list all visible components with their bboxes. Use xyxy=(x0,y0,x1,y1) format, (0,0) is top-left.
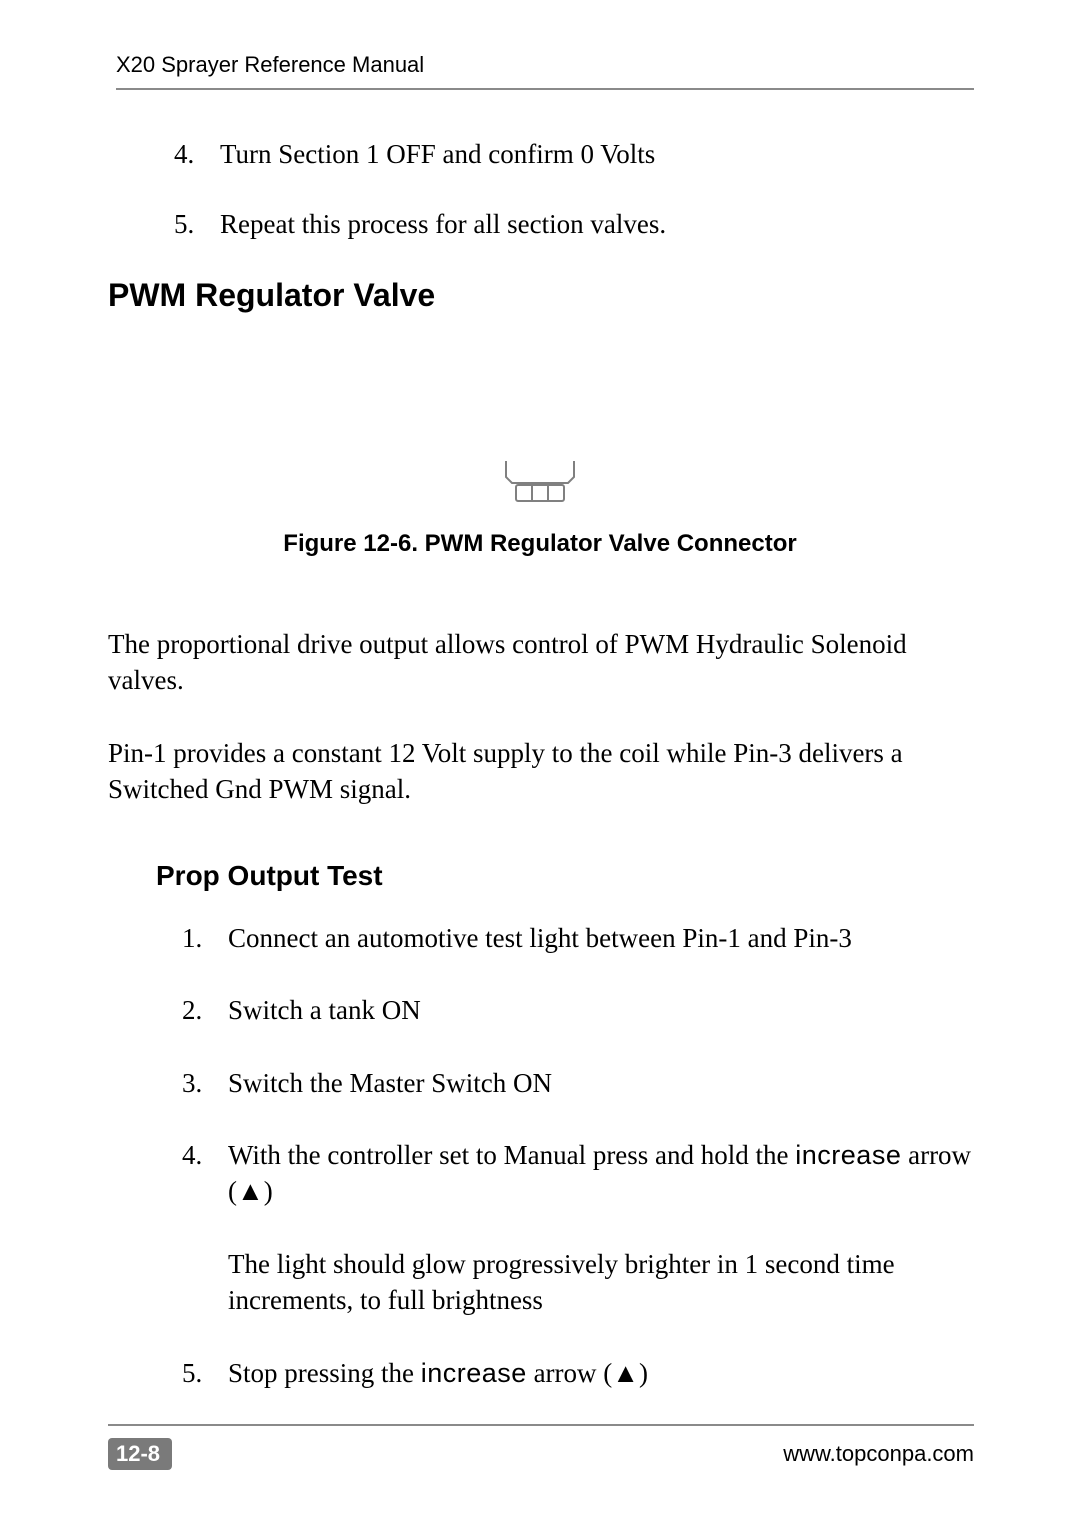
ordered-list-top: 4. Turn Section 1 OFF and confirm 0 Volt… xyxy=(174,136,972,243)
ordered-list-sub: 1. Connect an automotive test light betw… xyxy=(182,920,972,1392)
page-footer: 12-8 www.topconpa.com xyxy=(108,1424,974,1470)
list-text-suffix: arrow (▲) xyxy=(527,1358,648,1388)
list-number: 1. xyxy=(182,920,202,956)
list-item: 3. Switch the Master Switch ON xyxy=(182,1065,972,1101)
list-number: 5. xyxy=(182,1355,202,1391)
list-text: Switch a tank ON xyxy=(228,995,421,1025)
list-number: 4. xyxy=(174,136,194,172)
list-text-prefix: With the controller set to Manual press … xyxy=(228,1140,795,1170)
list-text: Switch the Master Switch ON xyxy=(228,1068,552,1098)
page-content: X20 Sprayer Reference Manual 4. Turn Sec… xyxy=(0,0,1080,1391)
section-heading: PWM Regulator Valve xyxy=(108,277,972,314)
list-number: 2. xyxy=(182,992,202,1028)
list-item: 2. Switch a tank ON xyxy=(182,992,972,1028)
list-text: Turn Section 1 OFF and confirm 0 Volts xyxy=(220,139,655,169)
list-item: 5. Repeat this process for all section v… xyxy=(174,206,972,242)
header-title: X20 Sprayer Reference Manual xyxy=(116,52,424,77)
list-number: 3. xyxy=(182,1065,202,1101)
mono-word: increase xyxy=(795,1140,901,1170)
list-item: 5. Stop pressing the increase arrow (▲) xyxy=(182,1355,972,1391)
list-item: 1. Connect an automotive test light betw… xyxy=(182,920,972,956)
footer-url: www.topconpa.com xyxy=(783,1441,974,1467)
list-text: Connect an automotive test light between… xyxy=(228,923,852,953)
list-number: 5. xyxy=(174,206,194,242)
list-number: 4. xyxy=(182,1137,202,1173)
list-text-prefix: Stop pressing the xyxy=(228,1358,421,1388)
page-header: X20 Sprayer Reference Manual xyxy=(116,52,974,90)
body-paragraph: Pin-1 provides a constant 12 Volt supply… xyxy=(108,735,972,808)
page-number-badge: 12-8 xyxy=(108,1438,172,1470)
sub-section-heading: Prop Output Test xyxy=(156,860,972,892)
figure-caption: Figure 12-6. PWM Regulator Valve Connect… xyxy=(108,530,972,558)
list-item: 4. With the controller set to Manual pre… xyxy=(182,1137,972,1319)
list-text: Repeat this process for all section valv… xyxy=(220,209,666,239)
connector-icon xyxy=(500,459,580,505)
list-item: 4. Turn Section 1 OFF and confirm 0 Volt… xyxy=(174,136,972,172)
list-sub-paragraph: The light should glow progressively brig… xyxy=(228,1246,972,1319)
body-paragraph: The proportional drive output allows con… xyxy=(108,626,972,699)
mono-word: increase xyxy=(421,1358,527,1388)
figure-container: Figure 12-6. PWM Regulator Valve Connect… xyxy=(108,459,972,558)
